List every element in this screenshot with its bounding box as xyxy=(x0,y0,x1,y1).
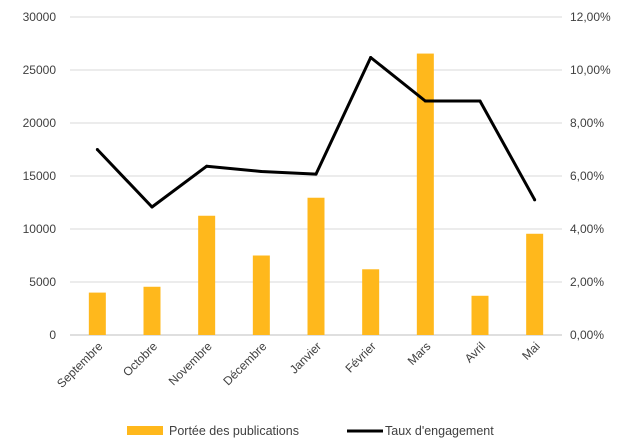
x-tick-label: Septembre xyxy=(54,339,106,391)
line-point xyxy=(369,56,373,60)
x-tick-label: Novembre xyxy=(166,339,215,388)
x-tick-label: Avril xyxy=(462,339,488,365)
x-axis-labels: Septembre Octobre Novembre Décembre Janvier F… xyxy=(54,339,543,391)
x-tick-label: Janvier xyxy=(287,339,324,376)
bar xyxy=(198,215,216,335)
legend-label-bar: Portée des publications xyxy=(169,424,299,438)
bar xyxy=(362,269,380,335)
right-tick-label: 8,00% xyxy=(570,116,604,130)
right-tick-label: 10,00% xyxy=(570,63,611,77)
line-point xyxy=(259,169,263,173)
right-axis-ticks: 0,00% 2,00% 4,00% 6,00% 8,00% 10,00% 12,00% xyxy=(570,10,611,342)
x-tick-label: Février xyxy=(342,339,378,375)
right-tick-label: 0,00% xyxy=(570,328,604,342)
bar xyxy=(143,286,161,335)
line-point xyxy=(314,172,318,176)
left-tick-label: 10000 xyxy=(23,222,57,236)
line-point xyxy=(150,205,154,209)
bar xyxy=(416,53,434,335)
line-point xyxy=(478,99,482,103)
right-tick-label: 6,00% xyxy=(570,169,604,183)
line-point xyxy=(533,198,537,202)
right-tick-label: 12,00% xyxy=(570,10,611,24)
x-tick-label: Mars xyxy=(405,339,434,368)
left-tick-label: 15000 xyxy=(23,169,57,183)
engagement-line xyxy=(96,56,537,209)
x-tick-label: Octobre xyxy=(120,339,160,379)
line-series xyxy=(95,56,537,209)
legend-swatch-bar xyxy=(127,426,163,435)
line-point xyxy=(205,164,209,168)
legend: Portée des publications Taux d'engagemen… xyxy=(127,424,494,438)
bar xyxy=(88,292,106,335)
right-tick-label: 2,00% xyxy=(570,275,604,289)
line-point xyxy=(423,99,427,103)
bar-series xyxy=(88,53,544,335)
left-tick-label: 20000 xyxy=(23,116,57,130)
left-axis-ticks: 0 5000 10000 15000 20000 25000 30000 xyxy=(23,10,57,342)
legend-label-line: Taux d'engagement xyxy=(385,424,494,438)
bar xyxy=(252,255,270,335)
x-tick-label: Décembre xyxy=(220,339,269,388)
line-point xyxy=(95,148,99,151)
left-tick-label: 30000 xyxy=(23,10,57,24)
left-tick-label: 0 xyxy=(49,328,56,342)
right-tick-label: 4,00% xyxy=(570,222,604,236)
x-tick-label: Mai xyxy=(519,339,543,363)
left-tick-label: 5000 xyxy=(29,275,56,289)
bar xyxy=(526,233,544,335)
left-tick-label: 25000 xyxy=(23,63,57,77)
bar xyxy=(307,197,325,335)
bar xyxy=(471,295,489,335)
